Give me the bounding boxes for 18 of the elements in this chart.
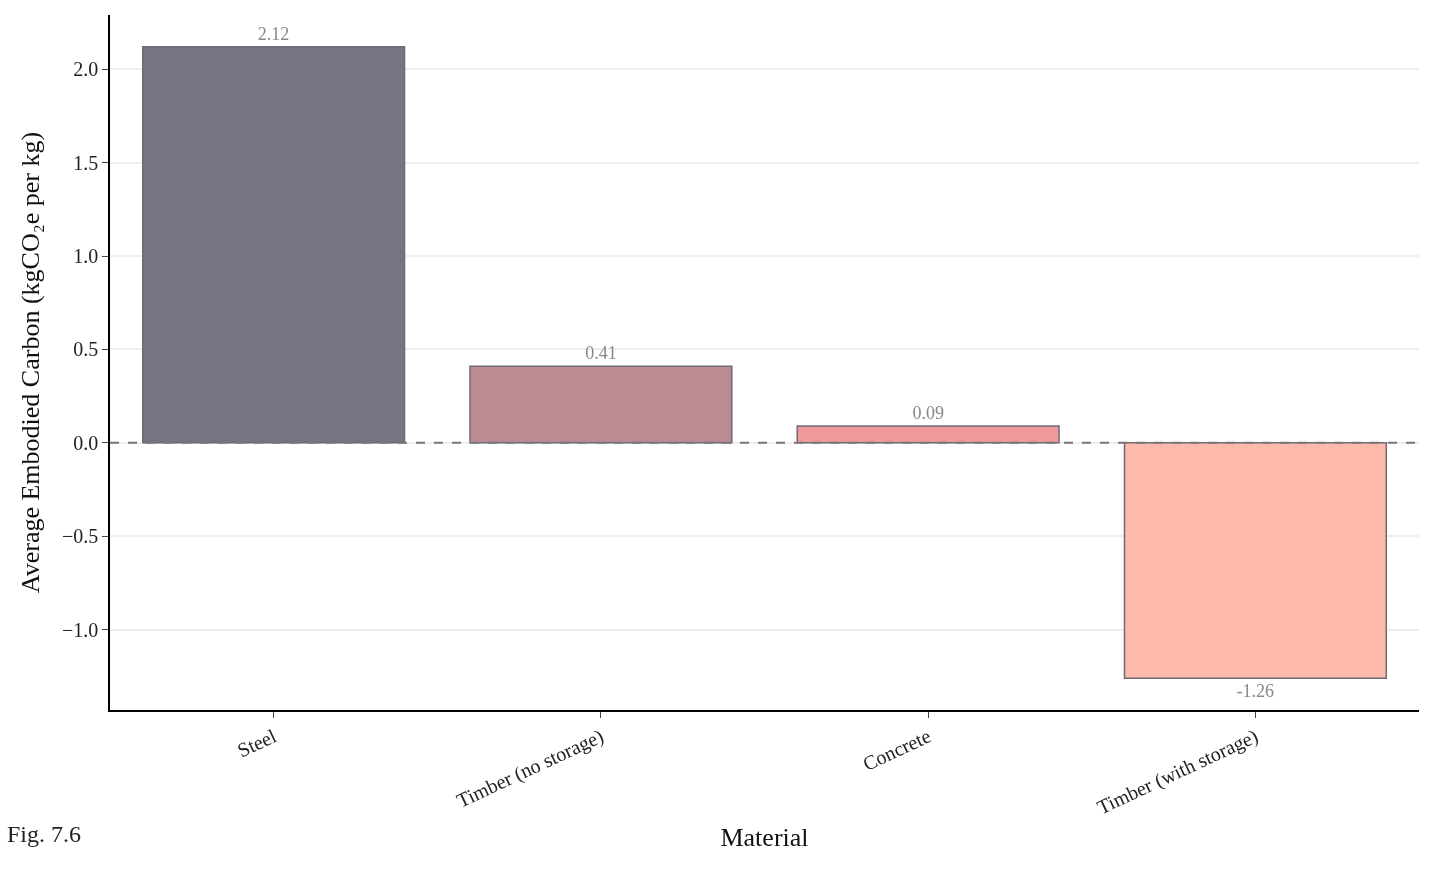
y-tick-label: 1.0 <box>73 245 99 268</box>
y-tick-label: 0.5 <box>73 338 99 361</box>
data-label: -1.26 <box>1236 681 1275 702</box>
bar <box>469 365 733 444</box>
caption: Fig. 7.6 <box>7 821 82 847</box>
y-tick-label: 1.5 <box>73 151 99 174</box>
bar <box>796 425 1060 444</box>
data-label: 0.09 <box>912 403 944 424</box>
y-tick-label: −0.5 <box>61 525 99 548</box>
x-tick-label: Steel <box>234 724 280 762</box>
bar <box>1123 442 1388 679</box>
y-tick-label: 2.0 <box>73 58 99 81</box>
data-label: 0.41 <box>585 343 617 364</box>
y-tick-label: −1.0 <box>61 618 99 641</box>
x-axis-title: Material <box>720 823 809 853</box>
y-tick-label: 0.0 <box>73 431 99 454</box>
data-label: 2.12 <box>257 23 290 44</box>
y-axis-title: Average Embodied Carbon (kgCO₂e per kg) <box>15 131 45 594</box>
